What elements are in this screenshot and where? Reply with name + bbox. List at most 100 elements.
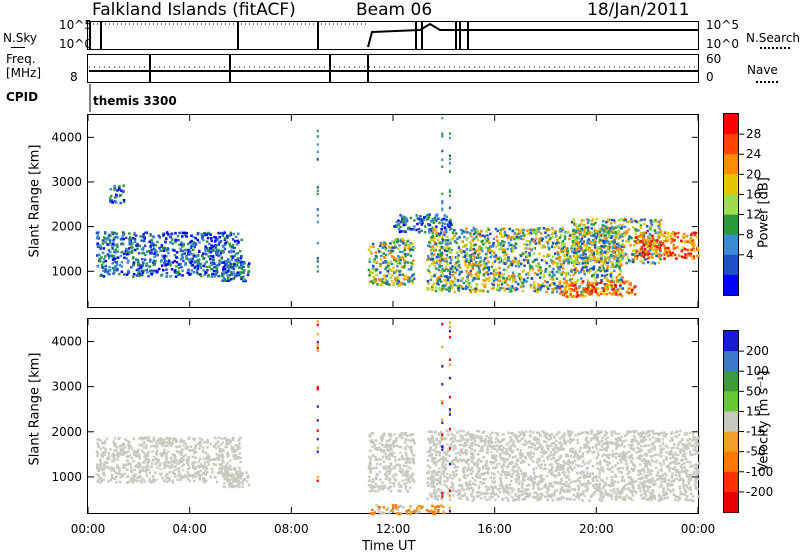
data-pixel (542, 273, 546, 277)
data-pixel (507, 264, 510, 268)
data-pixel (368, 257, 371, 261)
data-pixel (610, 218, 613, 222)
data-pixel (412, 259, 415, 262)
data-pixel (385, 279, 389, 283)
data-pixel (472, 263, 475, 267)
data-pixel (456, 284, 459, 287)
data-pixel (434, 226, 438, 229)
data-pixel (618, 256, 621, 259)
data-pixel (182, 444, 186, 447)
data-pixel (556, 269, 560, 273)
data-pixel (380, 242, 383, 246)
data-pixel (247, 271, 250, 275)
data-pixel (203, 273, 206, 277)
data-pixel (693, 466, 696, 470)
data-pixel (557, 256, 560, 260)
data-pixel (642, 241, 645, 244)
data-pixel (402, 223, 406, 227)
data-pixel (614, 283, 617, 287)
data-pixel (577, 243, 581, 247)
data-pixel (654, 248, 657, 252)
data-pixel (96, 441, 99, 445)
radar-title: Falkland Islands (fitACF) (92, 0, 296, 20)
data-pixel (698, 254, 701, 257)
data-pixel (211, 467, 214, 471)
data-pixel (620, 234, 623, 237)
data-pixel (536, 282, 540, 286)
data-pixel (485, 488, 489, 491)
data-pixel (539, 276, 542, 279)
data-pixel (132, 256, 135, 259)
data-pixel (634, 480, 638, 483)
data-pixel (683, 232, 686, 236)
data-pixel (551, 255, 555, 258)
data-pixel (404, 487, 408, 490)
data-pixel (613, 257, 616, 261)
data-pixel (218, 235, 221, 239)
data-pixel (193, 260, 196, 263)
data-pixel (600, 255, 603, 258)
data-pixel (401, 273, 404, 276)
data-pixel (517, 232, 520, 236)
data-pixel (460, 251, 463, 254)
data-pixel (449, 284, 453, 288)
data-pixel (515, 233, 519, 237)
data-pixel (557, 266, 560, 269)
data-pixel (130, 266, 133, 269)
data-pixel (441, 165, 444, 168)
data-pixel (128, 232, 131, 235)
data-pixel (113, 184, 116, 188)
data-pixel (426, 280, 430, 283)
data-pixel (609, 246, 612, 249)
data-pixel (621, 255, 624, 258)
data-pixel (532, 252, 536, 255)
data-pixel (509, 261, 513, 264)
data-pixel (180, 449, 183, 453)
data-pixel (461, 287, 465, 290)
data-pixel (525, 239, 529, 243)
data-pixel (466, 231, 469, 234)
data-pixel (619, 254, 623, 257)
data-pixel (118, 188, 121, 191)
data-pixel (177, 238, 180, 242)
data-pixel (666, 232, 670, 236)
data-pixel (575, 291, 579, 294)
data-pixel (153, 269, 156, 272)
data-pixel (139, 264, 142, 267)
data-pixel (174, 231, 177, 235)
data-pixel (496, 229, 499, 233)
data-pixel (230, 249, 233, 252)
data-pixel (613, 292, 616, 296)
data-pixel (368, 465, 372, 468)
data-pixel (448, 250, 451, 254)
data-pixel (410, 277, 414, 281)
data-pixel (595, 231, 598, 234)
data-pixel (217, 436, 221, 439)
data-pixel (573, 268, 576, 272)
data-pixel (441, 207, 444, 210)
data-pixel (618, 223, 622, 226)
data-pixel (242, 265, 245, 269)
data-pixel (643, 218, 646, 221)
data-pixel (470, 244, 473, 247)
data-pixel (196, 238, 200, 242)
data-pixel (99, 439, 103, 442)
data-pixel (429, 258, 433, 261)
data-pixel (580, 230, 583, 234)
data-pixel (223, 267, 227, 270)
data-pixel (218, 231, 222, 235)
data-pixel (125, 468, 128, 471)
data-pixel (543, 433, 546, 436)
data-pixel (132, 237, 135, 240)
data-pixel (686, 486, 689, 489)
data-pixel (401, 479, 405, 482)
data-pixel (657, 261, 660, 264)
data-pixel (443, 275, 447, 278)
data-pixel (192, 271, 196, 274)
data-pixel (161, 451, 164, 455)
colorbar-tick-label: 24 (746, 147, 761, 161)
data-pixel (116, 452, 119, 456)
data-pixel (188, 449, 191, 452)
data-pixel (196, 272, 200, 275)
data-pixel (613, 240, 616, 244)
